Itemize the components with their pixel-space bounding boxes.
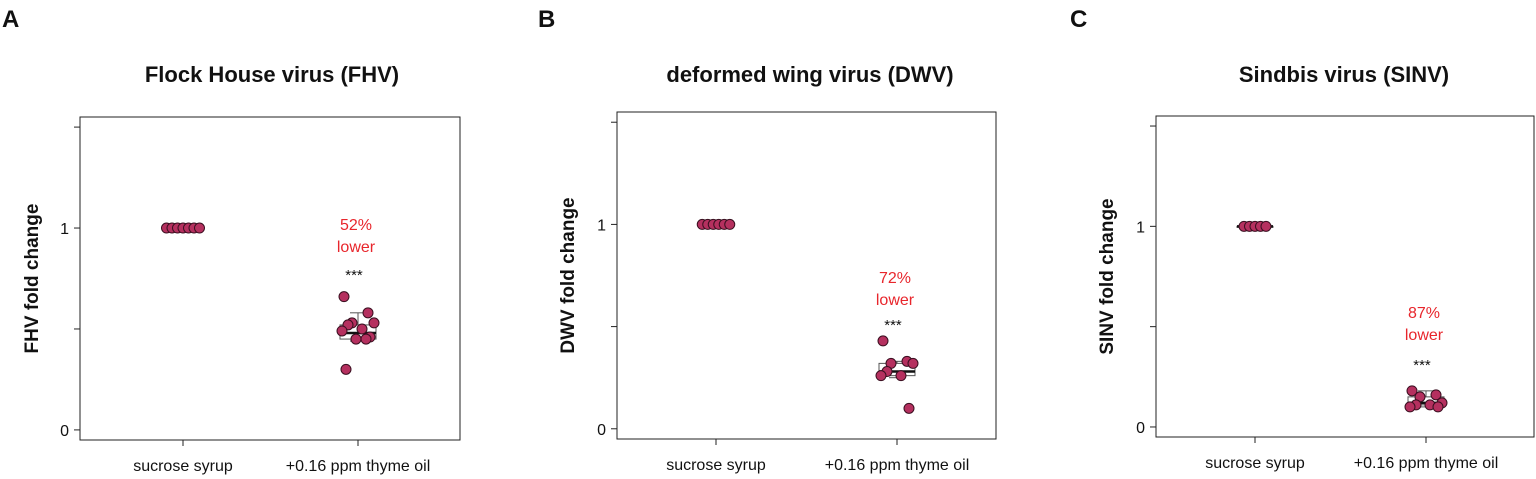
data-point: [1404, 401, 1416, 413]
significance-marker: ***: [345, 267, 363, 284]
percent-annotation: 87%: [1408, 305, 1440, 322]
y-axis-label: DWV fold change: [558, 197, 579, 353]
lower-annotation: lower: [876, 292, 915, 309]
x-tick-label: sucrose syrup: [666, 457, 766, 474]
significance-marker: ***: [884, 317, 902, 334]
data-point: [194, 222, 205, 234]
y-tick-label: 0: [597, 422, 606, 439]
y-tick-label: 1: [1136, 219, 1145, 236]
lower-annotation: lower: [337, 239, 376, 256]
lower-annotation: lower: [1405, 327, 1444, 344]
data-point: [1406, 385, 1418, 397]
plot-frame: [79, 116, 461, 441]
y-axis-label: FHV fold change: [22, 204, 43, 354]
data-point: [336, 325, 348, 337]
x-tick-label: +0.16 ppm thyme oil: [286, 458, 431, 475]
percent-annotation: 72%: [879, 270, 911, 287]
data-point: [340, 363, 352, 375]
plot-frame: [616, 111, 997, 440]
panel-a: Flock House virus (FHV) 0 1 FHV fold change…: [22, 62, 461, 475]
chart-title: deformed wing virus (DWV): [666, 62, 953, 87]
panel-letter-a: A: [2, 6, 20, 33]
data-point: [356, 323, 368, 335]
data-point: [875, 370, 887, 382]
data-point: [338, 291, 350, 303]
y-tick-label: 0: [1136, 420, 1145, 437]
data-point: [895, 370, 907, 382]
data-point: [907, 357, 919, 369]
chart-title: Flock House virus (FHV): [145, 62, 399, 87]
x-tick-label: +0.16 ppm thyme oil: [1354, 455, 1499, 472]
plot-frame: [1155, 115, 1535, 438]
x-tick-label: sucrose syrup: [1205, 455, 1305, 472]
data-point: [368, 317, 380, 329]
data-point: [903, 402, 915, 414]
panel-b: deformed wing virus (DWV) 0 1 DWV fold chan…: [558, 62, 997, 474]
panel-c: Sindbis virus (SINV) 0 1 SINV fold change su…: [1097, 62, 1535, 472]
y-tick-label: 1: [60, 221, 69, 238]
data-point: [724, 218, 736, 230]
chart-title: Sindbis virus (SINV): [1239, 62, 1449, 87]
data-point: [350, 333, 362, 345]
y-axis-label: SINV fold change: [1097, 198, 1118, 354]
data-point: [362, 307, 374, 319]
y-tick-label: 1: [597, 217, 606, 234]
panel-letter-b: B: [538, 6, 556, 33]
panel-letter-c: C: [1070, 6, 1088, 33]
data-point: [1260, 220, 1272, 232]
y-tick-label: 0: [60, 423, 69, 440]
data-point: [360, 333, 372, 345]
significance-marker: ***: [1413, 357, 1431, 374]
data-point: [1430, 389, 1442, 401]
x-tick-label: sucrose syrup: [133, 458, 233, 475]
x-tick-label: +0.16 ppm thyme oil: [825, 457, 970, 474]
data-point: [1432, 401, 1444, 413]
percent-annotation: 52%: [340, 217, 372, 234]
data-point: [877, 335, 889, 347]
